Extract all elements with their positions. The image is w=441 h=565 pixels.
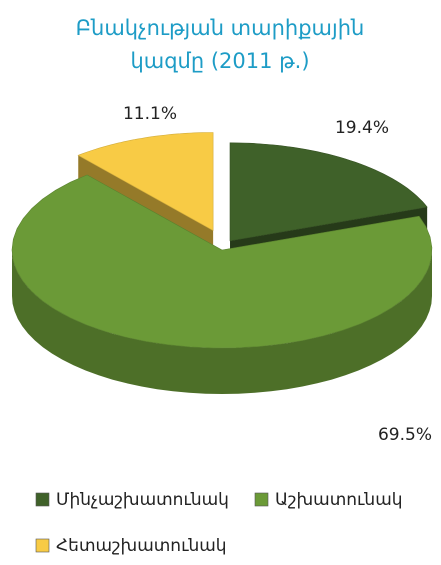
data-label: 19.4% <box>335 118 389 138</box>
legend-label: Մինչաշխատունակ <box>56 490 229 510</box>
slice-top <box>11 174 433 349</box>
chart-title: Բնակչության տարիքային կազմը (2011 թ.) <box>75 16 365 73</box>
legend-swatch <box>254 492 269 507</box>
legend-swatch <box>35 538 50 553</box>
slice-top <box>77 132 214 231</box>
slice-outer-wall <box>12 250 432 394</box>
legend-label: Աշխատունակ <box>275 490 403 510</box>
legend-swatch <box>35 492 50 507</box>
data-label: 11.1% <box>123 104 177 124</box>
legend-label: Հետաշխատունակ <box>56 536 227 556</box>
slice-top <box>229 142 428 242</box>
pie-slice <box>11 174 433 394</box>
data-label: 69.5% <box>378 425 432 445</box>
